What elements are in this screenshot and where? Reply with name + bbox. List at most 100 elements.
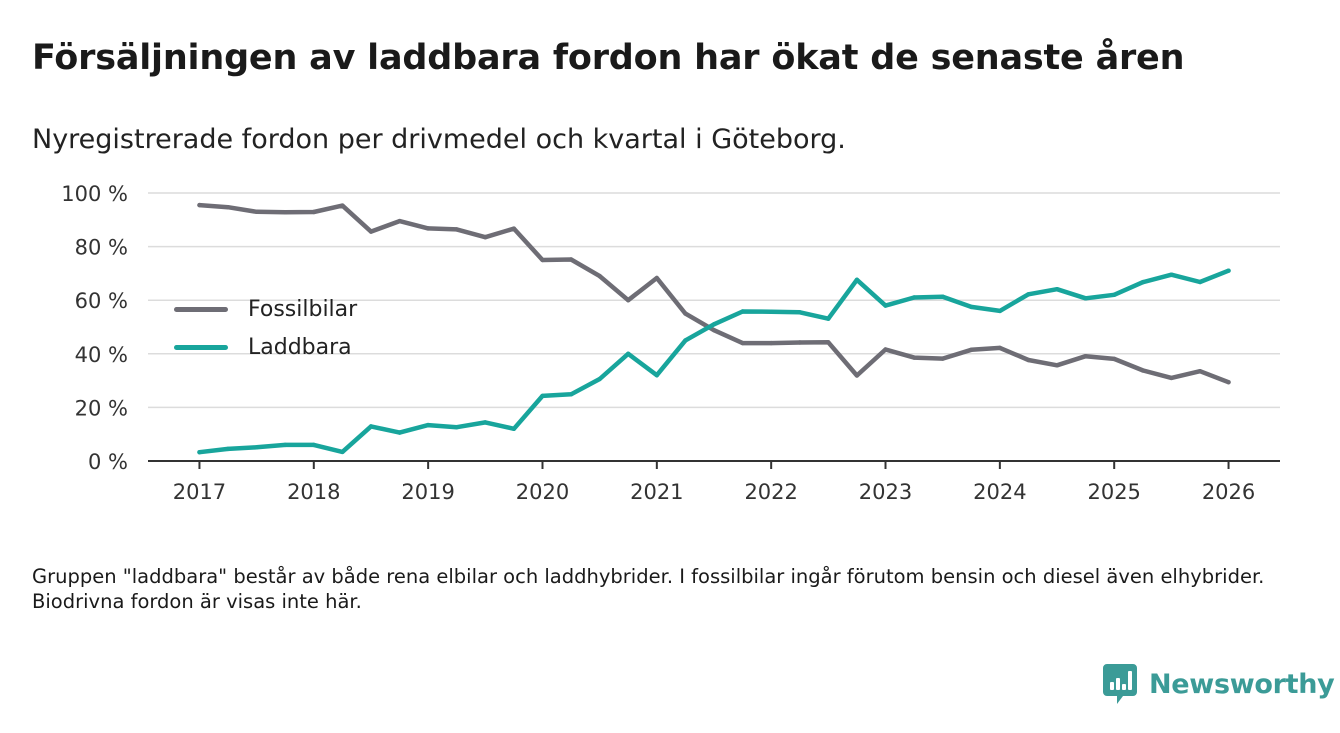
data-point-fossilbilar-33[interactable] (1140, 368, 1146, 373)
data-point-laddbara-29[interactable] (1026, 292, 1031, 297)
data-point-fossilbilar-1[interactable] (225, 205, 231, 210)
data-point-fossilbilar-31[interactable] (1083, 354, 1088, 359)
x-tick-label-2020: 2020 (516, 480, 569, 504)
chart-legend: Fossilbilar Laddbara (174, 290, 357, 366)
data-point-laddbara-3[interactable] (283, 442, 288, 448)
data-point-fossilbilar-11[interactable] (511, 226, 517, 231)
data-point-fossilbilar-17[interactable] (683, 311, 688, 316)
data-point-fossilbilar-9[interactable] (454, 227, 459, 232)
data-point-fossilbilar-3[interactable] (283, 210, 288, 215)
data-point-laddbara-20[interactable] (769, 309, 774, 314)
data-point-fossilbilar-20[interactable] (769, 340, 774, 346)
data-point-fossilbilar-27[interactable] (969, 347, 974, 352)
brand-name: Newsworthy (1149, 668, 1335, 700)
legend-swatch-laddbara (174, 344, 228, 350)
data-point-laddbara-31[interactable] (1083, 296, 1088, 301)
data-point-laddbara-27[interactable] (969, 304, 974, 310)
data-point-fossilbilar-34[interactable] (1169, 375, 1174, 381)
data-point-fossilbilar-12[interactable] (540, 257, 545, 263)
chart-subtitle: Nyregistrerade fordon per drivmedel och … (32, 124, 846, 155)
data-point-laddbara-17[interactable] (683, 338, 688, 343)
gridlines (148, 192, 1280, 409)
data-point-laddbara-22[interactable] (826, 316, 831, 321)
data-point-fossilbilar-35[interactable] (1197, 369, 1203, 374)
data-point-laddbara-28[interactable] (997, 308, 1003, 314)
y-tick-label-20: 20 % (75, 396, 128, 420)
data-point-laddbara-14[interactable] (597, 376, 602, 382)
data-point-laddbara-9[interactable] (454, 425, 459, 430)
line-chart: 0 % 20 % 40 % 60 % 80 % 100 % 2017 2018 2019 2020… (61, 182, 1280, 504)
x-tick-label-2017: 2017 (173, 480, 226, 504)
data-point-fossilbilar-26[interactable] (940, 356, 945, 361)
data-point-laddbara-35[interactable] (1197, 279, 1203, 285)
data-point-laddbara-32[interactable] (1112, 292, 1117, 297)
data-point-laddbara-10[interactable] (483, 420, 488, 425)
data-point-laddbara-8[interactable] (425, 422, 431, 428)
data-point-fossilbilar-21[interactable] (797, 340, 802, 345)
data-point-fossilbilar-15[interactable] (626, 298, 631, 303)
data-point-laddbara-16[interactable] (654, 373, 659, 378)
data-point-laddbara-11[interactable] (511, 426, 517, 431)
data-point-fossilbilar-32[interactable] (1112, 356, 1117, 362)
data-point-laddbara-12[interactable] (540, 393, 545, 399)
y-tick-label-0: 0 % (88, 450, 128, 474)
data-point-laddbara-5[interactable] (340, 449, 345, 455)
data-point-fossilbilar-23[interactable] (854, 373, 860, 378)
y-tick-label-40: 40 % (75, 343, 128, 367)
data-point-laddbara-2[interactable] (254, 445, 259, 450)
data-point-laddbara-15[interactable] (626, 351, 631, 356)
data-point-laddbara-21[interactable] (797, 310, 802, 315)
data-point-laddbara-4[interactable] (311, 442, 316, 448)
x-tick-label-2026: 2026 (1202, 480, 1255, 504)
data-point-fossilbilar-18[interactable] (711, 328, 717, 333)
data-point-laddbara-24[interactable] (883, 303, 888, 308)
data-point-laddbara-0[interactable] (197, 450, 202, 455)
data-point-fossilbilar-8[interactable] (425, 226, 431, 231)
x-tick-label-2022: 2022 (744, 480, 797, 504)
data-point-fossilbilar-19[interactable] (740, 340, 745, 346)
data-point-laddbara-26[interactable] (940, 294, 945, 299)
data-point-laddbara-6[interactable] (368, 424, 374, 429)
data-point-laddbara-13[interactable] (568, 392, 574, 397)
data-point-fossilbilar-10[interactable] (483, 235, 488, 240)
series-lines (197, 202, 1231, 455)
data-point-fossilbilar-14[interactable] (597, 273, 602, 279)
data-point-laddbara-25[interactable] (911, 295, 917, 300)
data-point-laddbara-30[interactable] (1054, 287, 1060, 292)
data-point-laddbara-1[interactable] (225, 446, 231, 452)
legend-item-laddbara[interactable]: Laddbara (174, 328, 357, 366)
data-point-fossilbilar-29[interactable] (1026, 357, 1031, 363)
x-tick-label-2021: 2021 (630, 480, 683, 504)
data-point-fossilbilar-4[interactable] (311, 209, 316, 215)
data-point-fossilbilar-25[interactable] (911, 355, 917, 360)
legend-swatch-fossilbilar (174, 306, 228, 312)
data-point-fossilbilar-5[interactable] (340, 203, 345, 208)
x-tick-label-2019: 2019 (401, 480, 454, 504)
data-point-laddbara-7[interactable] (397, 430, 402, 435)
data-point-fossilbilar-2[interactable] (254, 209, 259, 214)
data-point-fossilbilar-24[interactable] (883, 347, 888, 352)
data-point-fossilbilar-16[interactable] (654, 275, 659, 281)
data-point-laddbara-36[interactable] (1226, 268, 1231, 273)
data-point-fossilbilar-0[interactable] (197, 202, 202, 208)
x-tick-label-2018: 2018 (287, 480, 340, 504)
axes: 0 % 20 % 40 % 60 % 80 % 100 % 2017 2018 2019 2020… (61, 182, 1280, 504)
data-point-laddbara-18[interactable] (711, 322, 717, 327)
data-point-laddbara-34[interactable] (1169, 272, 1174, 277)
data-point-laddbara-33[interactable] (1140, 280, 1146, 285)
x-tick-label-2024: 2024 (973, 480, 1026, 504)
data-point-fossilbilar-7[interactable] (397, 218, 402, 224)
data-point-fossilbilar-28[interactable] (997, 345, 1003, 351)
y-tick-label-60: 60 % (75, 289, 128, 313)
data-point-fossilbilar-13[interactable] (568, 257, 574, 262)
chart-title: Försäljningen av laddbara fordon har öka… (32, 38, 1185, 78)
data-point-fossilbilar-36[interactable] (1226, 380, 1231, 385)
newsworthy-brand[interactable]: Newsworthy (1103, 662, 1335, 706)
data-point-fossilbilar-6[interactable] (368, 229, 374, 234)
data-point-laddbara-23[interactable] (854, 277, 860, 282)
legend-item-fossilbilar[interactable]: Fossilbilar (174, 290, 357, 328)
data-point-fossilbilar-22[interactable] (826, 340, 831, 345)
y-tick-label-100: 100 % (61, 182, 128, 206)
data-point-fossilbilar-30[interactable] (1054, 363, 1060, 368)
data-point-laddbara-19[interactable] (740, 309, 745, 314)
